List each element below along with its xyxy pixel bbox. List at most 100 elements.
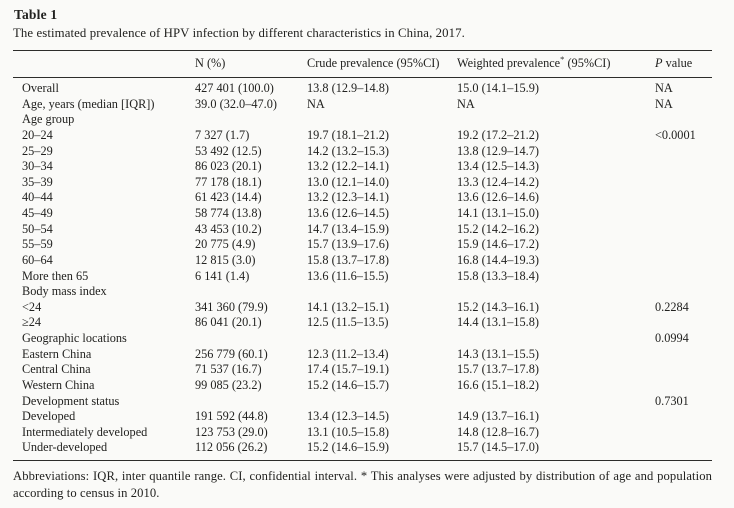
cell-n-percent: 191 592 (44.8): [195, 409, 268, 424]
row-label: 30–34: [22, 159, 53, 174]
header-cell-weighted-prevalence: Weighted prevalence* (95%CI): [457, 51, 655, 78]
cell-p-value: 0.0994: [655, 331, 689, 345]
table-body: Overall 427 401 (100.0) 13.8 (12.9–14.8)…: [13, 78, 712, 461]
cell-crude-prevalence: 14.1 (13.2–15.1): [307, 299, 389, 314]
cell-p-value: [655, 347, 712, 363]
cell-crude-prevalence: [307, 331, 457, 347]
cell-crude-prevalence: 13.2 (12.3–14.1): [307, 190, 389, 205]
header-cell-crude-prevalence: Crude prevalence (95%CI): [307, 56, 440, 70]
cell-p-value: 0.2284: [655, 299, 689, 314]
row-label: Body mass index: [22, 284, 107, 299]
table-row: 55–59 20 775 (4.9) 15.7 (13.9–17.6) 15.9…: [13, 237, 712, 253]
row-label: ≥24: [22, 315, 42, 330]
cell-crude-prevalence: NA: [307, 96, 325, 111]
table-row: Overall 427 401 (100.0) 13.8 (12.9–14.8)…: [13, 78, 712, 97]
cell-p-value: [655, 237, 712, 253]
table-row: <24 341 360 (79.9) 14.1 (13.2–15.1) 15.2…: [13, 300, 712, 316]
cell-weighted-prevalence: 16.8 (14.4–19.3): [457, 252, 539, 267]
row-label: Western China: [22, 377, 95, 392]
cell-n-percent: 6 141 (1.4): [195, 268, 250, 283]
header-cell-n: N (%): [195, 56, 226, 70]
cell-crude-prevalence: 14.2 (13.2–15.3): [307, 143, 389, 158]
table-row: 40–44 61 423 (14.4) 13.2 (12.3–14.1) 13.…: [13, 190, 712, 206]
row-label: 20–24: [22, 127, 53, 142]
table-row: Eastern China 256 779 (60.1) 12.3 (11.2–…: [13, 347, 712, 363]
cell-n-percent: 58 774 (13.8): [195, 206, 262, 220]
row-label: Intermediately developed: [22, 424, 148, 439]
table-row: Developed 191 592 (44.8) 13.4 (12.3–14.5…: [13, 409, 712, 425]
cell-n-percent: 61 423 (14.4): [195, 190, 262, 205]
header-cell-characteristic: [13, 51, 195, 78]
cell-weighted-prevalence: 15.2 (14.2–16.2): [457, 221, 539, 236]
row-label: 45–49: [22, 206, 53, 220]
table-row: Under-developed 112 056 (26.2) 15.2 (14.…: [13, 440, 712, 460]
cell-p-value: NA: [655, 96, 673, 111]
row-label: Developed: [22, 409, 76, 424]
p-value-header-rest: value: [662, 56, 693, 70]
weighted-header-asterisk: *: [560, 53, 565, 64]
cell-crude-prevalence: 14.7 (13.4–15.9): [307, 221, 389, 236]
cell-weighted-prevalence: [457, 331, 655, 347]
cell-crude-prevalence: [307, 394, 457, 410]
cell-n-percent: 86 041 (20.1): [195, 315, 262, 330]
cell-weighted-prevalence: 15.7 (13.7–17.8): [457, 362, 539, 377]
cell-n-percent: [195, 112, 307, 128]
cell-n-percent: 77 178 (18.1): [195, 174, 262, 189]
row-label: Age, years (median [IQR]): [22, 96, 155, 111]
cell-p-value: [655, 206, 712, 222]
table-label: Table 1: [14, 7, 58, 22]
header-row: N (%) Crude prevalence (95%CI) Weighted …: [13, 51, 712, 78]
cell-crude-prevalence: [307, 112, 457, 128]
cell-crude-prevalence: 13.8 (12.9–14.8): [307, 81, 389, 95]
cell-n-percent: [195, 331, 307, 347]
cell-n-percent: 43 453 (10.2): [195, 221, 262, 236]
cell-weighted-prevalence: 14.1 (13.1–15.0): [457, 206, 539, 220]
table-row: 60–64 12 815 (3.0) 15.8 (13.7–17.8) 16.8…: [13, 253, 712, 269]
cell-crude-prevalence: 13.1 (10.5–15.8): [307, 424, 389, 439]
table-row: 20–24 7 327 (1.7) 19.7 (18.1–21.2) 19.2 …: [13, 128, 712, 144]
table-row: More then 65 6 141 (1.4) 13.6 (11.6–15.5…: [13, 269, 712, 285]
table-caption: The estimated prevalence of HPV infectio…: [13, 26, 465, 40]
cell-crude-prevalence: 19.7 (18.1–21.2): [307, 127, 389, 142]
cell-crude-prevalence: 13.4 (12.3–14.5): [307, 409, 389, 424]
row-label: 50–54: [22, 221, 53, 236]
cell-n-percent: 12 815 (3.0): [195, 252, 256, 267]
cell-crude-prevalence: 13.6 (12.6–14.5): [307, 206, 389, 220]
row-label: <24: [22, 299, 42, 314]
table-row: Central China 71 537 (16.7) 17.4 (15.7–1…: [13, 362, 712, 378]
cell-p-value: [655, 315, 712, 331]
table-header: N (%) Crude prevalence (95%CI) Weighted …: [13, 51, 712, 78]
cell-n-percent: 341 360 (79.9): [195, 299, 268, 314]
cell-weighted-prevalence: 15.7 (14.5–17.0): [457, 440, 539, 455]
cell-weighted-prevalence: 16.6 (15.1–18.2): [457, 377, 539, 392]
table-row: 45–49 58 774 (13.8) 13.6 (12.6–14.5) 14.…: [13, 206, 712, 222]
prevalence-table: N (%) Crude prevalence (95%CI) Weighted …: [13, 50, 712, 461]
row-label: Overall: [22, 81, 59, 95]
table-row: Intermediately developed 123 753 (29.0) …: [13, 425, 712, 441]
cell-crude-prevalence: 13.2 (12.2–14.1): [307, 159, 389, 174]
cell-p-value: [655, 190, 712, 206]
cell-p-value: [655, 362, 712, 378]
cell-weighted-prevalence: 15.0 (14.1–15.9): [457, 81, 539, 95]
cell-weighted-prevalence: [457, 394, 655, 410]
cell-p-value: [655, 175, 712, 191]
cell-weighted-prevalence: 14.4 (13.1–15.8): [457, 315, 539, 330]
cell-weighted-prevalence: 13.3 (12.4–14.2): [457, 174, 539, 189]
cell-p-value: [655, 425, 712, 441]
table-row: Geographic locations 0.0994: [13, 331, 712, 347]
cell-crude-prevalence: 15.2 (14.6–15.7): [307, 377, 389, 392]
cell-weighted-prevalence: NA: [457, 96, 475, 111]
header-cell-p-value: P value: [655, 51, 712, 78]
row-label: Geographic locations: [22, 331, 127, 345]
cell-n-percent: 86 023 (20.1): [195, 159, 262, 174]
cell-p-value: NA: [655, 81, 673, 95]
cell-weighted-prevalence: [457, 112, 655, 128]
cell-weighted-prevalence: 14.8 (12.8–16.7): [457, 424, 539, 439]
cell-weighted-prevalence: 15.9 (14.6–17.2): [457, 237, 539, 252]
cell-weighted-prevalence: 14.9 (13.7–16.1): [457, 409, 539, 424]
cell-n-percent: 256 779 (60.1): [195, 346, 268, 361]
table-row: Development status 0.7301: [13, 394, 712, 410]
table-row: 50–54 43 453 (10.2) 14.7 (13.4–15.9) 15.…: [13, 222, 712, 238]
row-label: 40–44: [22, 190, 53, 205]
cell-n-percent: [195, 284, 307, 300]
